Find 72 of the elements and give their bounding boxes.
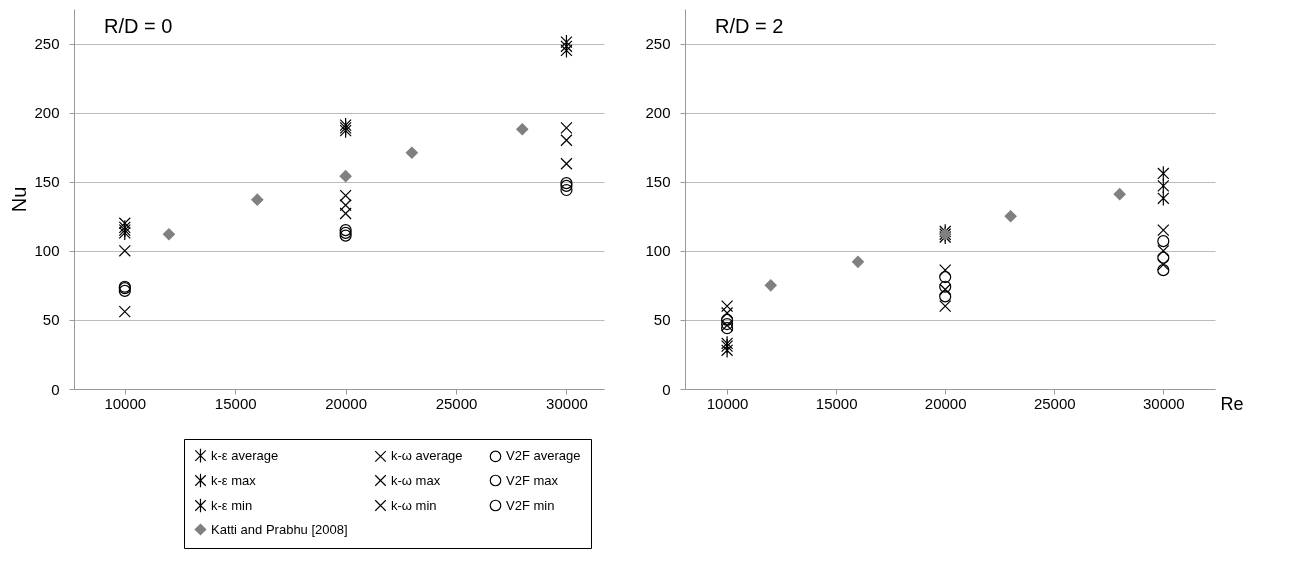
y-tick-label: 100	[34, 242, 60, 260]
y-tick-label: 50	[653, 311, 671, 329]
point	[721, 300, 734, 313]
point	[1157, 224, 1170, 237]
y-tick-label: 150	[34, 173, 60, 191]
point	[560, 34, 573, 50]
point	[118, 217, 131, 230]
point	[939, 271, 952, 284]
x-tick-label: 20000	[325, 394, 367, 412]
point	[1157, 244, 1170, 257]
point	[1157, 190, 1170, 207]
legend-label: k-ω max	[391, 472, 441, 488]
point	[339, 207, 352, 220]
point	[560, 183, 573, 197]
chart-title: R/D = 2	[715, 15, 784, 37]
x-tick-label: 25000	[1033, 394, 1076, 412]
point	[118, 305, 131, 318]
y-tick-label: 150	[645, 173, 671, 191]
point	[339, 199, 352, 212]
point	[939, 300, 952, 313]
legend-label: V2F average	[506, 448, 581, 464]
point	[721, 342, 734, 359]
point	[516, 123, 529, 136]
x-tick-label: 10000	[104, 394, 147, 412]
y-axis-title: Nu	[8, 186, 31, 213]
point	[939, 290, 952, 303]
legend-label: k-ε max	[211, 472, 257, 488]
x-tick-label: 10000	[706, 394, 749, 412]
point	[118, 244, 131, 257]
point	[560, 38, 573, 55]
legend-label: k-ε average	[211, 447, 279, 463]
point	[560, 121, 573, 134]
y-tick-label: 0	[662, 380, 671, 398]
x-tick-label: 30000	[1142, 394, 1185, 412]
point	[851, 255, 865, 268]
y-tick-label: 250	[645, 35, 671, 53]
legend-label: k-ω min	[391, 497, 437, 513]
point	[721, 306, 734, 320]
point	[1157, 178, 1170, 194]
y-tick-label: 50	[42, 311, 60, 329]
x-axis-title: Re	[1220, 393, 1244, 414]
legend-label: k-ω average	[391, 448, 463, 464]
legend-label: V2F min	[506, 497, 555, 513]
point	[560, 42, 573, 59]
legend-label: k-ε min	[211, 497, 253, 513]
point	[339, 170, 352, 183]
x-tick-label: 25000	[435, 394, 478, 412]
point	[764, 279, 777, 292]
x-tick-label: 20000	[924, 394, 967, 412]
chart-title: R/D = 0	[104, 15, 173, 37]
point	[1004, 210, 1017, 223]
y-tick-label: 200	[34, 104, 60, 122]
point	[939, 264, 952, 277]
point	[1157, 165, 1170, 182]
y-tick-label: 200	[645, 104, 671, 122]
point	[251, 193, 264, 206]
point	[560, 134, 573, 147]
point	[1157, 264, 1170, 277]
point	[1113, 188, 1126, 201]
y-tick-label: 100	[645, 242, 671, 260]
point	[339, 189, 352, 202]
point	[1157, 235, 1170, 248]
point	[560, 157, 573, 170]
y-tick-label: 0	[51, 380, 60, 398]
x-tick-label: 15000	[214, 394, 257, 412]
legend-label: V2F max	[506, 472, 559, 488]
legend-label: Katti and Prabhu [2008]	[211, 521, 348, 537]
point	[162, 228, 176, 241]
x-tick-label: 15000	[815, 394, 858, 412]
point	[405, 146, 418, 159]
y-tick-label: 250	[34, 35, 60, 53]
x-tick-label: 30000	[546, 394, 588, 412]
